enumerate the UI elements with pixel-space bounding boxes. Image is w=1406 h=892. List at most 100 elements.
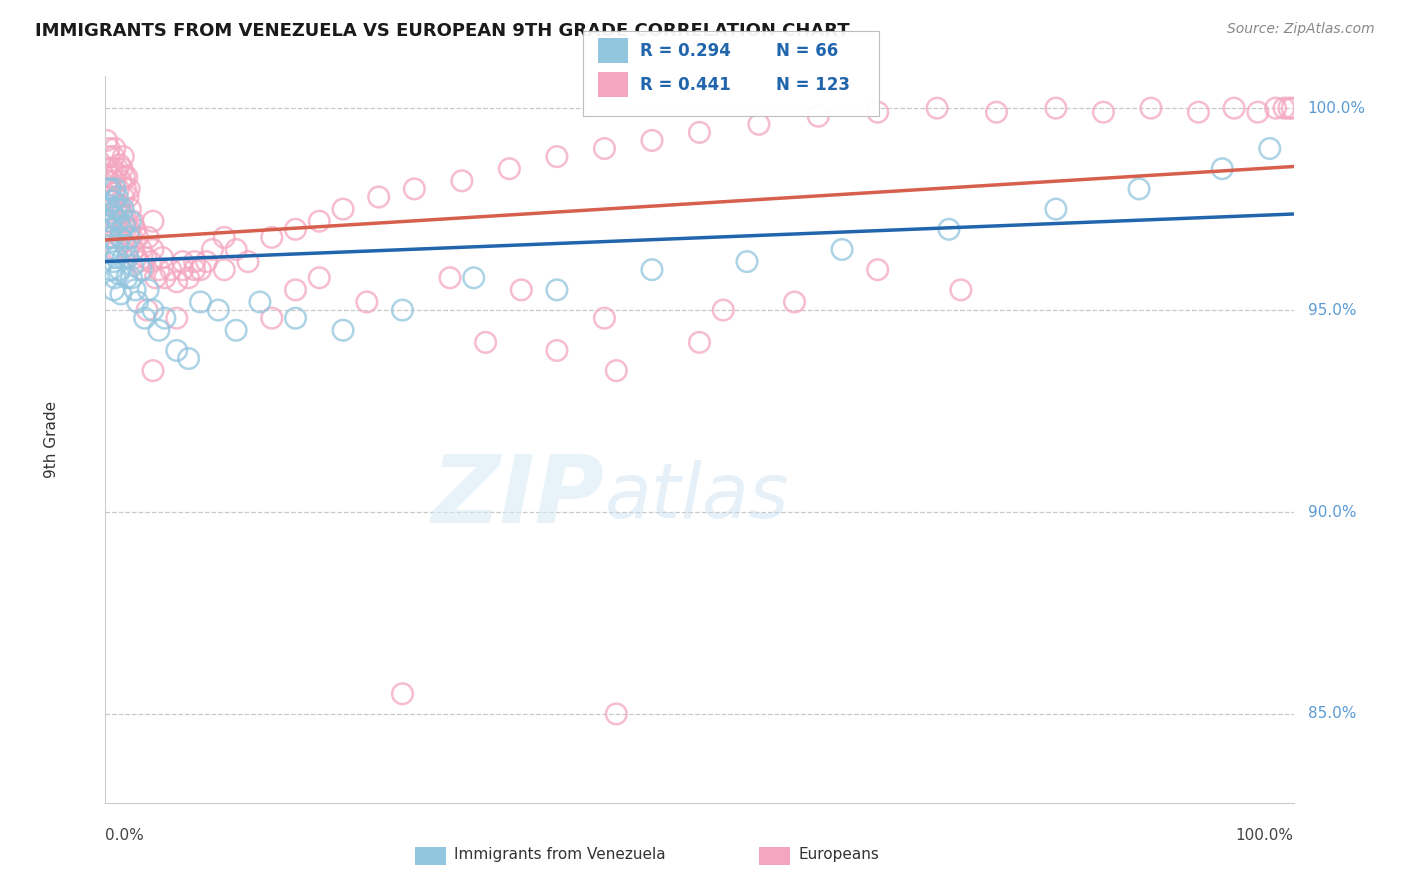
Point [120, 214, 142, 228]
Point [214, 262, 236, 277]
Point [112, 235, 135, 249]
Point [118, 182, 141, 196]
Point [101, 206, 124, 220]
Point [735, 254, 758, 268]
Point [949, 283, 972, 297]
Point [121, 214, 143, 228]
Point [546, 343, 568, 358]
Point [148, 262, 170, 277]
Point [711, 303, 734, 318]
Point [132, 262, 155, 277]
Point [125, 251, 148, 265]
Point [1045, 101, 1067, 115]
Point [105, 190, 128, 204]
Point [98, 214, 121, 228]
Point [153, 270, 176, 285]
Point [142, 364, 165, 378]
Point [108, 158, 131, 172]
Point [114, 238, 136, 252]
Point [100, 230, 122, 244]
Point [104, 270, 127, 285]
Point [98, 202, 121, 216]
Point [107, 267, 129, 281]
Point [207, 303, 229, 318]
Point [115, 214, 138, 228]
Point [108, 198, 131, 212]
Text: ZIP: ZIP [432, 451, 605, 543]
Point [107, 182, 129, 196]
Point [112, 251, 135, 265]
Point [104, 182, 127, 196]
Text: 95.0%: 95.0% [1308, 302, 1357, 318]
Point [605, 706, 627, 721]
Point [136, 283, 159, 297]
Point [1278, 101, 1301, 115]
Point [105, 202, 128, 216]
Point [110, 287, 132, 301]
Point [121, 270, 143, 285]
Point [96, 161, 118, 176]
Point [100, 169, 122, 184]
Point [118, 222, 141, 236]
Point [105, 243, 128, 257]
Text: N = 66: N = 66 [776, 42, 838, 60]
Text: N = 123: N = 123 [776, 76, 851, 94]
Point [97, 182, 120, 196]
Point [98, 243, 121, 257]
Point [1264, 101, 1286, 115]
Point [249, 295, 271, 310]
Point [112, 150, 135, 164]
Point [166, 311, 188, 326]
Point [284, 283, 307, 297]
Point [1128, 182, 1150, 196]
Point [121, 230, 143, 244]
Point [605, 364, 627, 378]
Point [225, 323, 247, 337]
Point [98, 142, 121, 156]
Point [1211, 161, 1233, 176]
Point [866, 262, 889, 277]
Point [108, 230, 131, 244]
Point [1247, 105, 1270, 120]
Point [1281, 101, 1303, 115]
Point [641, 262, 664, 277]
Point [148, 323, 170, 337]
Point [183, 262, 205, 277]
Point [308, 270, 330, 285]
Point [121, 259, 143, 273]
Point [1223, 101, 1246, 115]
Point [103, 254, 125, 268]
Point [114, 169, 136, 184]
Point [439, 270, 461, 285]
Point [97, 174, 120, 188]
Text: R = 0.294: R = 0.294 [640, 42, 731, 60]
Point [114, 214, 136, 228]
Point [1140, 101, 1163, 115]
Point [104, 210, 127, 224]
Point [124, 222, 146, 236]
Point [110, 230, 132, 244]
Point [104, 210, 127, 224]
Point [807, 109, 830, 123]
Point [111, 206, 134, 220]
Point [105, 222, 128, 236]
Point [367, 190, 389, 204]
Text: atlas: atlas [605, 460, 789, 534]
Point [100, 262, 122, 277]
Point [98, 182, 121, 196]
Point [117, 243, 139, 257]
Point [103, 243, 125, 257]
Point [177, 351, 200, 366]
Point [183, 254, 205, 268]
Point [107, 214, 129, 228]
Point [100, 194, 122, 208]
Point [201, 243, 224, 257]
Point [172, 262, 194, 277]
Point [498, 161, 520, 176]
Point [866, 105, 889, 120]
Point [110, 174, 132, 188]
Point [1272, 101, 1295, 115]
Point [225, 243, 247, 257]
Point [103, 186, 125, 200]
Point [159, 262, 181, 277]
